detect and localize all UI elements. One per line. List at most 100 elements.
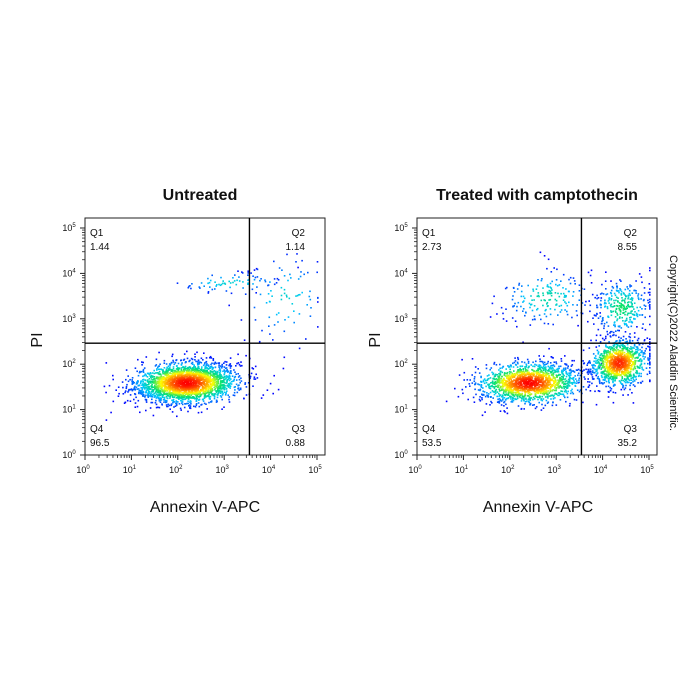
data-point [629, 319, 631, 321]
data-point [531, 368, 533, 371]
data-point [193, 364, 195, 366]
data-point [622, 320, 624, 322]
data-point [174, 362, 177, 364]
data-point [629, 351, 632, 353]
data-point [546, 303, 548, 305]
data-point [163, 367, 166, 369]
data-point [151, 398, 153, 401]
data-point [237, 270, 239, 272]
data-point [156, 369, 158, 371]
data-point [568, 405, 571, 407]
data-point [637, 337, 640, 340]
data-point [189, 381, 191, 383]
data-point [209, 370, 212, 373]
data-point [607, 350, 609, 352]
data-point [512, 373, 515, 376]
data-point [568, 301, 570, 304]
data-point [647, 345, 649, 348]
data-point [644, 305, 647, 307]
data-point [241, 271, 243, 273]
data-point [509, 368, 511, 371]
data-point [195, 404, 198, 406]
data-point [618, 291, 620, 294]
data-point [211, 371, 214, 373]
data-point [258, 340, 261, 343]
data-point [108, 384, 111, 387]
data-point [142, 378, 145, 381]
data-point [633, 289, 635, 292]
data-point [253, 269, 256, 271]
data-point [517, 358, 520, 361]
data-point [211, 274, 213, 277]
data-point [595, 357, 597, 360]
data-point [203, 379, 206, 382]
data-point [601, 292, 603, 295]
data-point [553, 382, 555, 385]
data-point [534, 395, 537, 398]
data-point [480, 381, 483, 383]
data-point [490, 400, 492, 403]
data-point [639, 365, 641, 367]
data-point [560, 358, 563, 360]
data-point [210, 400, 213, 402]
data-point [267, 284, 270, 286]
data-point [223, 282, 226, 285]
data-point [141, 390, 143, 392]
data-point [218, 367, 221, 369]
data-point [565, 370, 567, 373]
quadrant-q4-name: Q4 [90, 424, 104, 435]
data-point [141, 379, 144, 381]
data-point [200, 390, 202, 392]
data-point [158, 381, 160, 383]
data-point [225, 290, 228, 292]
data-point [616, 344, 619, 347]
data-point [261, 329, 263, 332]
data-point [187, 395, 189, 398]
data-point [230, 378, 232, 380]
data-point [550, 271, 553, 273]
data-point [622, 345, 625, 348]
data-point [604, 337, 607, 340]
data-point [516, 397, 519, 400]
data-point [195, 395, 198, 397]
data-point [190, 394, 192, 396]
data-point [188, 360, 190, 363]
data-point [251, 288, 254, 291]
data-point [542, 373, 545, 375]
data-point [194, 406, 197, 408]
data-point [564, 380, 567, 383]
data-point [165, 399, 167, 402]
data-point [552, 323, 554, 326]
data-point [206, 367, 208, 369]
data-point [213, 397, 216, 400]
data-point [506, 407, 508, 409]
data-point [159, 390, 162, 392]
data-point [517, 369, 519, 371]
data-point [635, 348, 638, 351]
data-point [550, 287, 552, 290]
data-point [151, 376, 154, 378]
data-point [191, 361, 194, 364]
data-point [199, 379, 202, 381]
data-point [565, 380, 568, 382]
data-point [173, 406, 175, 408]
data-point [628, 347, 631, 350]
data-point [560, 375, 563, 378]
data-point [503, 372, 506, 374]
data-point [600, 304, 602, 306]
data-point [223, 391, 226, 394]
data-point [638, 353, 640, 356]
data-point [551, 280, 553, 283]
data-point [199, 377, 202, 380]
data-point [182, 382, 185, 384]
data-point [630, 367, 632, 369]
data-point [163, 388, 166, 390]
data-point [547, 323, 550, 325]
data-point [191, 384, 193, 387]
data-point [187, 374, 190, 377]
data-point [522, 308, 525, 310]
data-point [565, 288, 567, 290]
data-point [124, 401, 127, 404]
data-point [485, 385, 487, 388]
data-point [166, 397, 168, 400]
